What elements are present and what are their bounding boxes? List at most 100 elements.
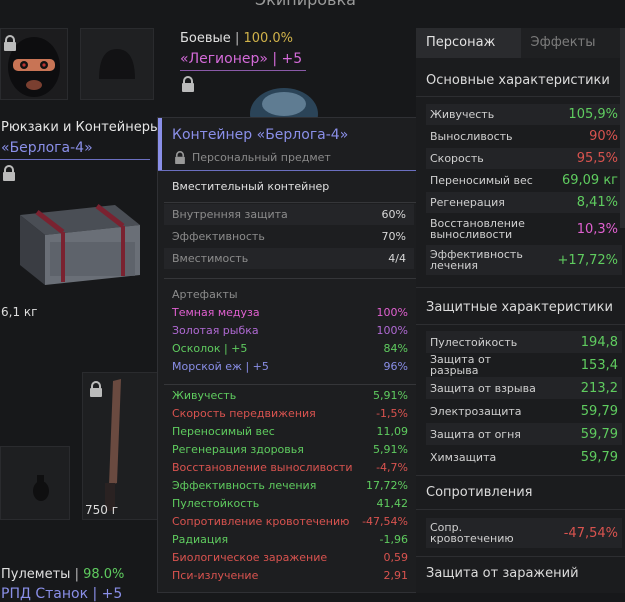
effect-value: -1,96 [380, 533, 408, 546]
armor-icon [244, 84, 324, 118]
artifact-value: 100% [377, 324, 408, 337]
effect-value: -1,5% [376, 407, 408, 420]
effect-value: 5,91% [373, 389, 408, 402]
lock-icon [89, 381, 103, 397]
stat-row: Пулестойкость 194,8 [426, 331, 622, 353]
stat-row: Переносимый вес 69,09 кг [426, 170, 622, 191]
tooltip-divider [164, 278, 416, 279]
effect-name: Восстановление выносливости [172, 461, 352, 474]
section-divider [416, 96, 625, 97]
container-box-icon [5, 190, 155, 300]
effect-name: Пулестойкость [172, 497, 259, 510]
stat-label: Пулестойкость [430, 337, 517, 348]
stat-value: +17,72% [558, 253, 618, 268]
effect-name: Переносимый вес [172, 425, 275, 438]
protect-stats-title: Защитные характеристики [426, 300, 613, 315]
effect-name: Эффективность лечения [172, 479, 316, 492]
armor-image[interactable] [244, 84, 324, 118]
stat-value: 70% [382, 230, 406, 243]
stat-label: Электрозащита [430, 406, 522, 417]
stat-label: Эффективность лечения [430, 249, 540, 271]
stat-label: Вместимость [172, 252, 248, 265]
lock-icon [3, 35, 17, 51]
melee-slot[interactable] [82, 372, 158, 520]
stat-value: 59,79 [581, 450, 618, 465]
effect-name: Радиация [172, 533, 228, 546]
stat-label: Живучесть [430, 109, 494, 120]
tooltip-accent-bar [158, 118, 162, 170]
tab-effects[interactable]: Эффекты [521, 28, 625, 58]
armor-name: «Легионер» | +5 [180, 51, 302, 67]
effect-value: 0,59 [384, 551, 409, 564]
stat-value: 95,5% [577, 151, 618, 166]
backpack-slot[interactable] [0, 180, 156, 320]
stat-value: 59,79 [581, 404, 618, 419]
melee-weight: 750 г [85, 503, 118, 517]
section-divider [416, 287, 625, 288]
artifact-row: Золотая рыбка 100% [172, 324, 408, 337]
effect-name: Регенерация здоровья [172, 443, 304, 456]
stat-label: Скорость [430, 153, 484, 164]
artifact-name: Морской еж | +5 [172, 360, 269, 373]
effect-row: Восстановление выносливости-4,7% [172, 461, 408, 474]
effect-name: Биологическое заражение [172, 551, 327, 564]
tooltip-stat-row: Эффективность 70% [164, 226, 414, 247]
artifacts-title: Артефакты [172, 288, 238, 301]
tooltip-stat-row: Внутренняя защита 60% [164, 204, 414, 225]
grenade-slot[interactable] [0, 446, 70, 520]
backpack-category-label: Рюкзаки и Контейнеры [1, 120, 160, 135]
stat-value: 90% [589, 129, 618, 144]
tooltip-stat-row: Вместимость 4/4 [164, 248, 414, 269]
main-stats-title: Основные характеристики [426, 73, 610, 88]
tooltip-divider [158, 170, 417, 171]
resist-title: Сопротивления [426, 485, 533, 500]
stat-row: Эффективность лечения +17,72% [426, 245, 622, 275]
stat-value: 59,79 [581, 427, 618, 442]
effect-name: Сопротивление кровотечению [172, 515, 349, 528]
stat-row: Электрозащита 59,79 [426, 400, 622, 422]
stat-value: 69,09 кг [562, 173, 618, 188]
effect-value: 11,09 [377, 425, 409, 438]
stat-value: -47,54% [564, 526, 618, 541]
artifact-value: 100% [377, 306, 408, 319]
stat-row: Защита от взрыва 213,2 [426, 377, 622, 399]
stat-label: Защита от взрыва [430, 383, 536, 394]
tab-character[interactable]: Персонаж [416, 28, 521, 58]
tooltip-title: Контейнер «Берлога-4» [172, 127, 348, 143]
stat-label: Переносимый вес [430, 175, 533, 186]
armor-separator: | [235, 31, 239, 46]
artifact-name: Золотая рыбка [172, 324, 259, 337]
infect-title: Защита от заражений [426, 566, 579, 581]
helmet-icon [81, 29, 153, 99]
stat-label: Химзащита [430, 452, 496, 463]
effect-name: Скорость передвижения [172, 407, 316, 420]
tooltip-divider [164, 202, 416, 203]
mg-category-label: Пулеметы [1, 567, 70, 582]
effect-row: Радиация -1,96 [172, 533, 408, 546]
effect-row: Биологическое заражение 0,59 [172, 551, 408, 564]
effect-value: -47,54% [362, 515, 408, 528]
stat-value: 194,8 [581, 335, 618, 350]
effect-name: Пси-излучение [172, 569, 258, 582]
stat-value: 213,2 [581, 381, 618, 396]
stat-row: Скорость 95,5% [426, 148, 622, 169]
mask-slot[interactable] [0, 28, 68, 100]
artifact-name: Осколок | +5 [172, 342, 247, 355]
tooltip-divider [164, 384, 416, 385]
stat-value: 4/4 [388, 252, 406, 265]
helmet-slot[interactable] [80, 28, 154, 100]
backpack-divider [0, 159, 150, 160]
stat-label: Регенерация [430, 197, 505, 208]
scrollbar[interactable] [620, 28, 625, 228]
stat-label: Эффективность [172, 230, 265, 243]
